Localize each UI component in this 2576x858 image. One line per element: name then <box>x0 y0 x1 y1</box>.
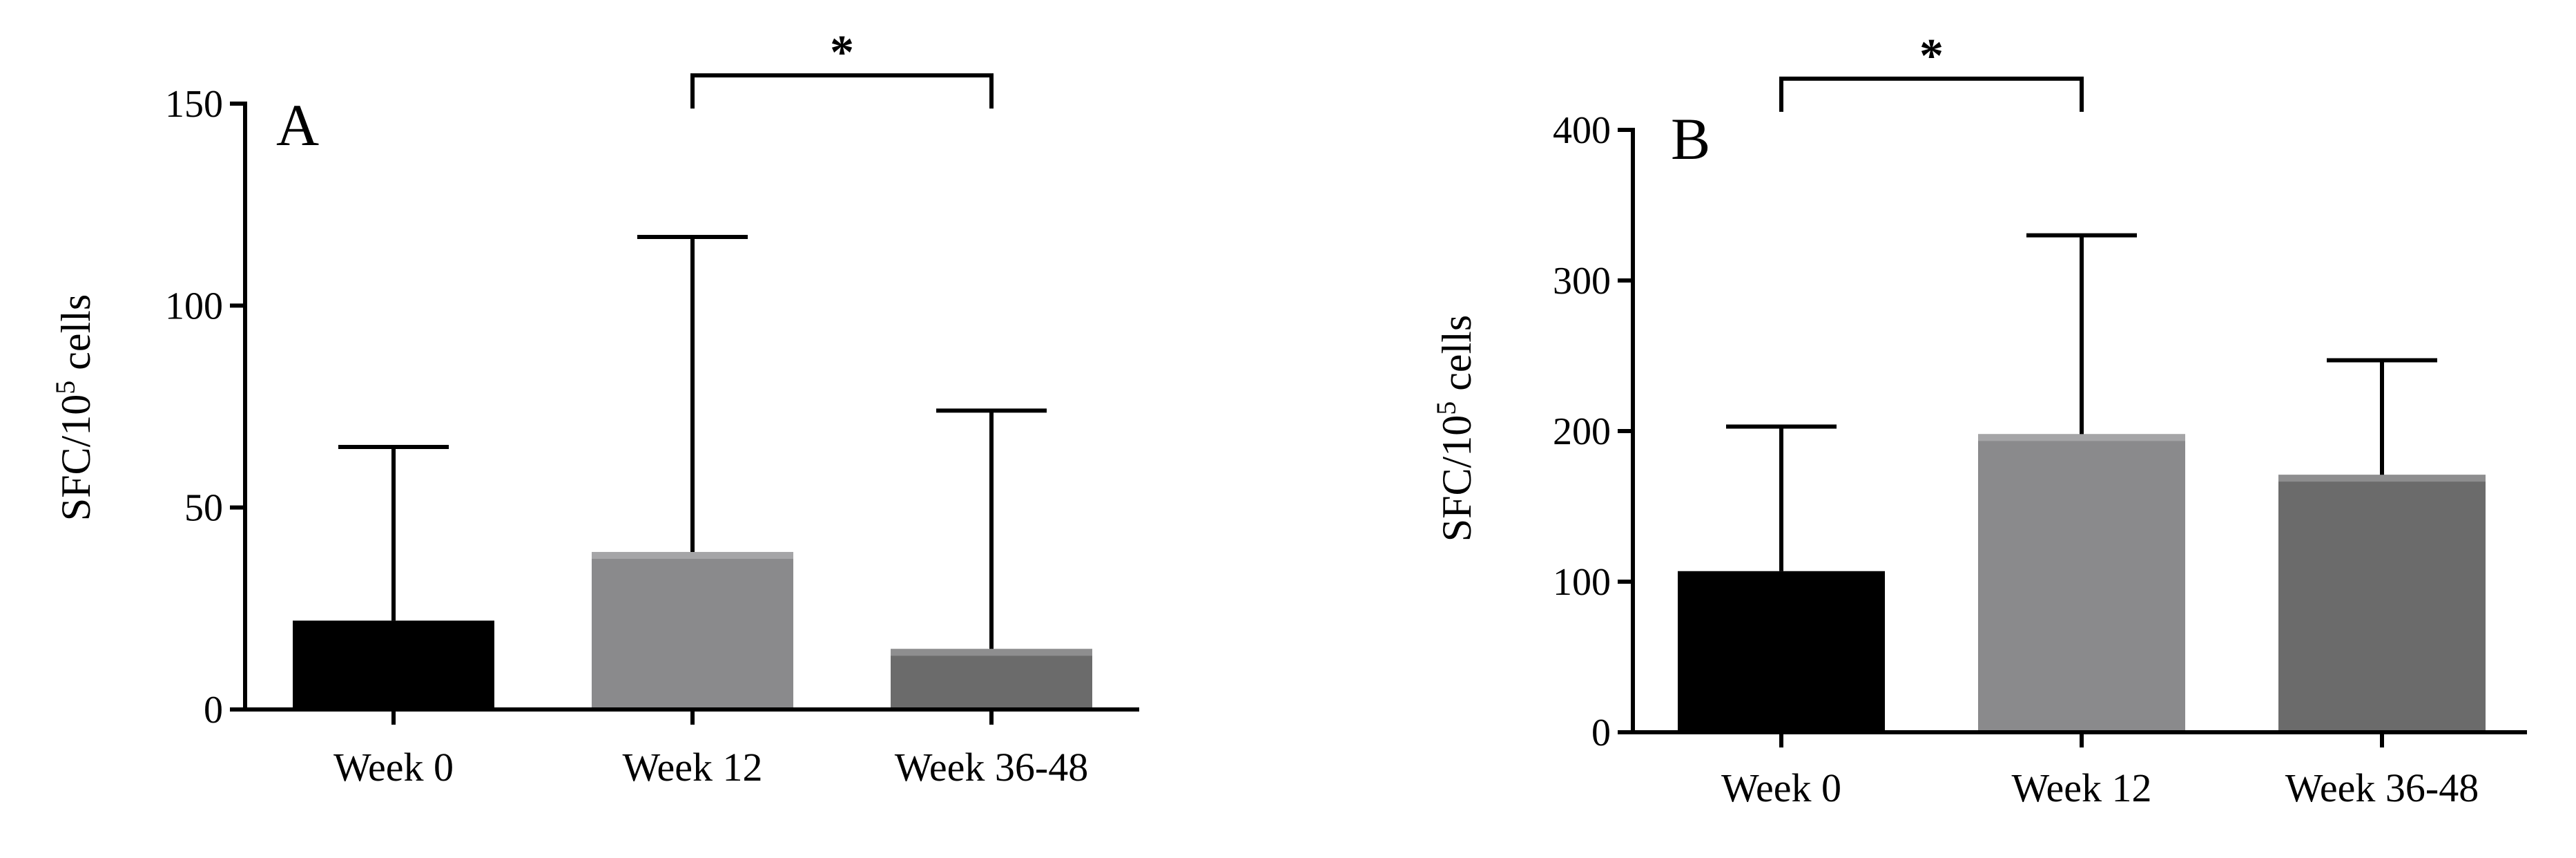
panel-b: 0 100 200 300 400 Week 0 Week 12 Week 36-48 B SFC… <box>1431 30 2527 810</box>
x-tick-label: Week 36-48 <box>2285 765 2479 810</box>
bar-week-0 <box>1678 571 1885 732</box>
panel-label: B <box>1671 106 1710 172</box>
y-axis-title: SFC/105 cells <box>50 294 99 521</box>
x-tick-label: Week 0 <box>1721 765 1841 810</box>
bar-week-36-48 <box>2278 475 2486 732</box>
bar-top-edge <box>1978 434 2185 441</box>
y-tick-label: 0 <box>204 689 223 732</box>
y-axis-title-exponent: 5 <box>1431 401 1462 415</box>
bar-week-12 <box>1978 434 2185 732</box>
y-axis-title-unit: cells <box>1434 315 1480 401</box>
x-tick-label: Week 36-48 <box>895 745 1088 790</box>
significance-bracket <box>1779 76 2084 112</box>
y-axis-title-base: SFC/10 <box>1434 415 1480 542</box>
y-tick-label: 100 <box>1553 561 1611 604</box>
bar-week-0 <box>293 620 494 709</box>
y-tick-label: 0 <box>1591 712 1611 754</box>
y-axis-title: SFC/105 cells <box>1431 315 1480 542</box>
y-axis-title-exponent: 5 <box>50 381 81 394</box>
x-tick-label: Week 0 <box>333 745 454 790</box>
y-tick-label: 50 <box>184 487 223 530</box>
y-axis-title-unit: cells <box>53 294 99 381</box>
bar-week-36-48 <box>891 649 1092 709</box>
x-tick-label: Week 12 <box>622 745 762 790</box>
significance-bracket <box>690 73 994 109</box>
y-tick-label: 400 <box>1553 109 1611 152</box>
y-tick-label: 100 <box>165 285 223 327</box>
y-axis-title-base: SFC/10 <box>53 394 99 521</box>
bar-top-edge <box>592 551 793 559</box>
x-tick-label: Week 12 <box>2011 765 2151 810</box>
significance-label: * <box>1919 30 1944 83</box>
panel-a: 0 50 100 150 Week 0 Week 12 Week 36-48 A SFC/105… <box>50 26 1139 790</box>
bar-top-edge <box>891 649 1092 656</box>
panel-label: A <box>276 92 319 158</box>
y-tick-label: 150 <box>165 83 223 126</box>
bar-week-12 <box>592 551 793 709</box>
bar-top-edge <box>2278 475 2486 482</box>
y-tick-label: 300 <box>1553 260 1611 303</box>
significance-label: * <box>830 26 854 79</box>
y-tick-label: 200 <box>1553 410 1611 453</box>
